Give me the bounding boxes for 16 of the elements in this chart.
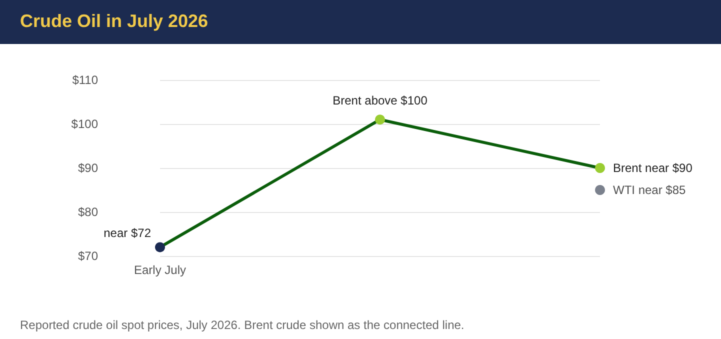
- data-label: WTI near $85: [613, 183, 686, 197]
- point: [155, 242, 165, 252]
- data-label: Brent near $90: [613, 161, 693, 175]
- y-tick-label: $80: [78, 205, 98, 219]
- y-tick-label: $90: [78, 161, 98, 175]
- point: [595, 185, 605, 195]
- y-tick-label: $70: [78, 249, 98, 263]
- chart-title: Crude Oil in July 2026: [20, 11, 208, 31]
- data-label: Brent above $100: [332, 94, 428, 108]
- y-tick-label: $100: [71, 117, 98, 131]
- y-tick-label: $110: [72, 73, 98, 87]
- point: [595, 163, 605, 173]
- text: Reported crude oil spot prices, July 2026. Brent crude shown as the connected line.: [20, 318, 464, 332]
- x-tick-label: Early July: [134, 263, 186, 277]
- point: [375, 114, 385, 125]
- data-label: near $72: [104, 226, 152, 240]
